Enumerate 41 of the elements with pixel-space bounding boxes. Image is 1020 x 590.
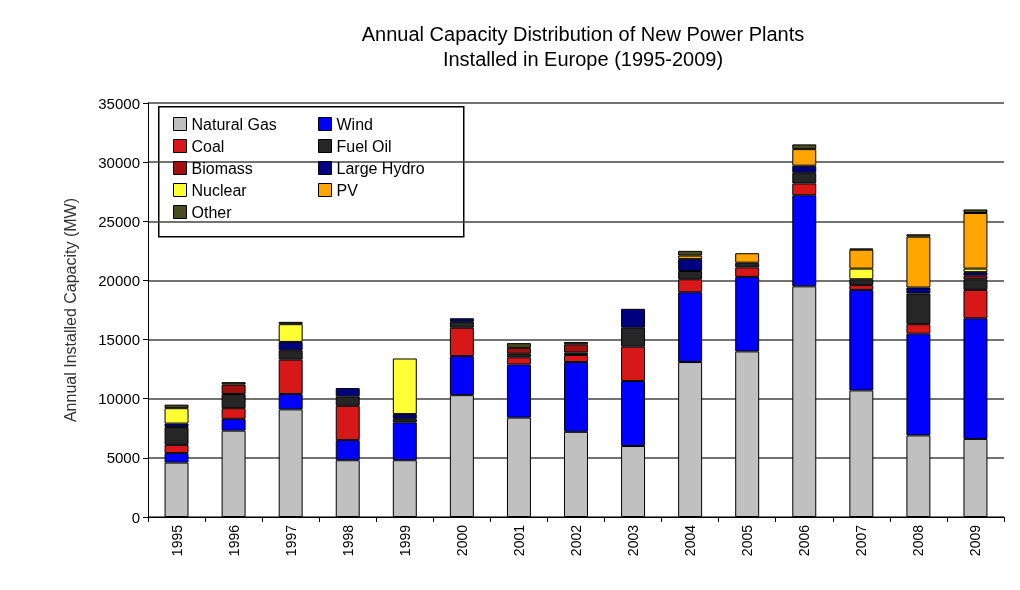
- legend-label: Large Hydro: [336, 159, 425, 177]
- y-tick-label: 25000: [98, 212, 140, 230]
- bar: [963, 213, 988, 269]
- x-tick-label: 1995: [168, 524, 185, 557]
- y-tick-label: 35000: [98, 94, 140, 112]
- x-tick-label: 2000: [453, 524, 470, 557]
- bar: [506, 347, 531, 354]
- y-tick-label: 5000: [106, 449, 140, 467]
- x-tick-label: 1999: [396, 524, 413, 557]
- bar: [392, 358, 417, 415]
- y-tick-label: 15000: [98, 331, 140, 349]
- x-tick-label: 2003: [625, 524, 642, 557]
- bar: [678, 250, 703, 256]
- x-tick-label: 1998: [339, 524, 356, 557]
- x-tick-label: 2007: [853, 524, 870, 557]
- bar: [564, 344, 588, 353]
- bar: [164, 408, 189, 424]
- legend-label: Biomass: [191, 159, 253, 177]
- legend-label: PV: [336, 181, 359, 199]
- x-tick-label: 2005: [739, 524, 756, 557]
- y-tick-label: 0: [131, 508, 140, 526]
- legend-label: Natural Gas: [191, 115, 277, 133]
- x-tick-label: 2008: [910, 524, 927, 557]
- y-tick-label: 20000: [98, 271, 140, 289]
- legend-label: Fuel Oil: [336, 137, 392, 155]
- x-tick-label: 2001: [510, 524, 527, 557]
- bar: [963, 272, 988, 276]
- legend-label: Wind: [336, 115, 373, 133]
- x-tick-label: 2004: [682, 524, 699, 557]
- x-tick-label: 2009: [967, 524, 984, 557]
- legend-label: Coal: [191, 137, 225, 155]
- x-tick-label: 1997: [282, 524, 299, 557]
- y-axis-title: Annual Installed Capacity (MW): [61, 197, 79, 423]
- legend-label: Nuclear: [191, 181, 248, 199]
- legend-label: Other: [191, 203, 233, 221]
- chart-title: Annual Capacity Distribution of New Power Plants Installed in Europe (1995-2009): [361, 22, 805, 70]
- y-tick-label: 10000: [98, 390, 140, 408]
- x-tick-label: 2002: [568, 524, 584, 557]
- y-tick-label: 30000: [98, 153, 140, 171]
- x-tick-label: 1996: [225, 524, 242, 557]
- x-tick-label: 2006: [796, 524, 813, 557]
